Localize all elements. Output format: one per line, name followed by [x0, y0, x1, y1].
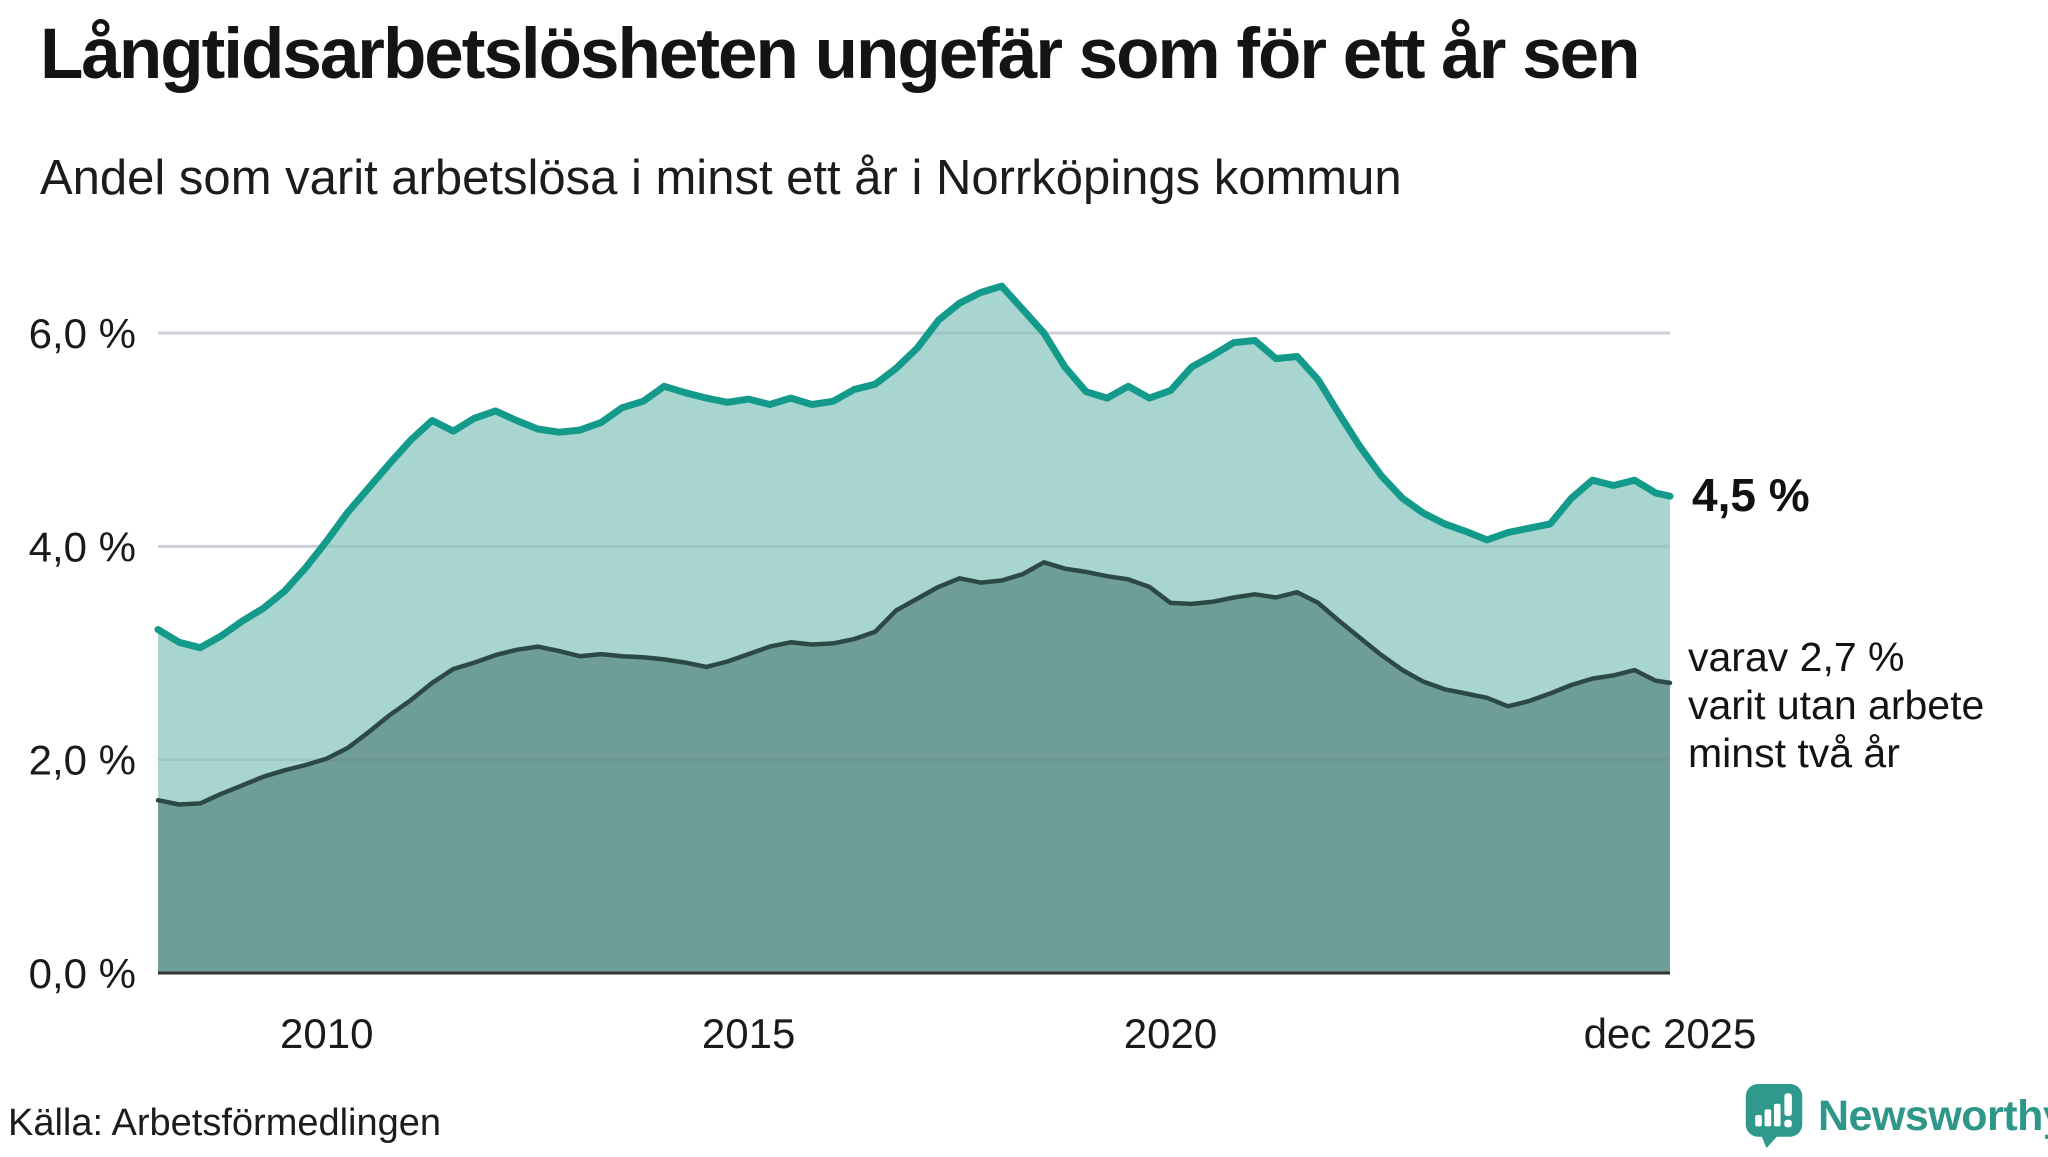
note-line-3: minst två år — [1688, 729, 1900, 776]
y-tick-label: 4,0 % — [29, 523, 136, 570]
y-tick-label: 2,0 % — [29, 737, 136, 784]
x-tick-label: 2015 — [702, 1010, 795, 1057]
x-tick-label: dec 2025 — [1584, 1010, 1757, 1057]
line-series-2 — [155, 560, 1673, 807]
y-tick-label: 6,0 % — [29, 310, 136, 357]
latest-value-label: 4,5 % — [1692, 469, 1810, 521]
area-series-2 — [158, 562, 1670, 973]
newsworthy-logo-text: Newsworthy — [1818, 1091, 2048, 1140]
page-title: Långtidsarbetslösheten ungefär som för e… — [40, 15, 1640, 94]
x-tick-label: 2010 — [280, 1010, 373, 1057]
newsworthy-logo: Newsworthy — [1744, 1084, 2048, 1148]
line-series-1 — [154, 282, 1674, 652]
chart-speech-bubble-icon — [1745, 1084, 1803, 1148]
note-line-2: varit utan arbete — [1688, 681, 1985, 728]
source-label: Källa: Arbetsförmedlingen — [8, 1102, 442, 1144]
series2-note-label: varav 2,7 % varit utan arbete minst två … — [1688, 634, 2048, 778]
x-tick-label: 2020 — [1124, 1010, 1217, 1057]
y-tick-label: 0,0 % — [29, 950, 136, 997]
note-line-1: varav 2,7 % — [1688, 634, 1905, 680]
page-subtitle: Andel som varit arbetslösa i minst ett å… — [40, 151, 1402, 205]
